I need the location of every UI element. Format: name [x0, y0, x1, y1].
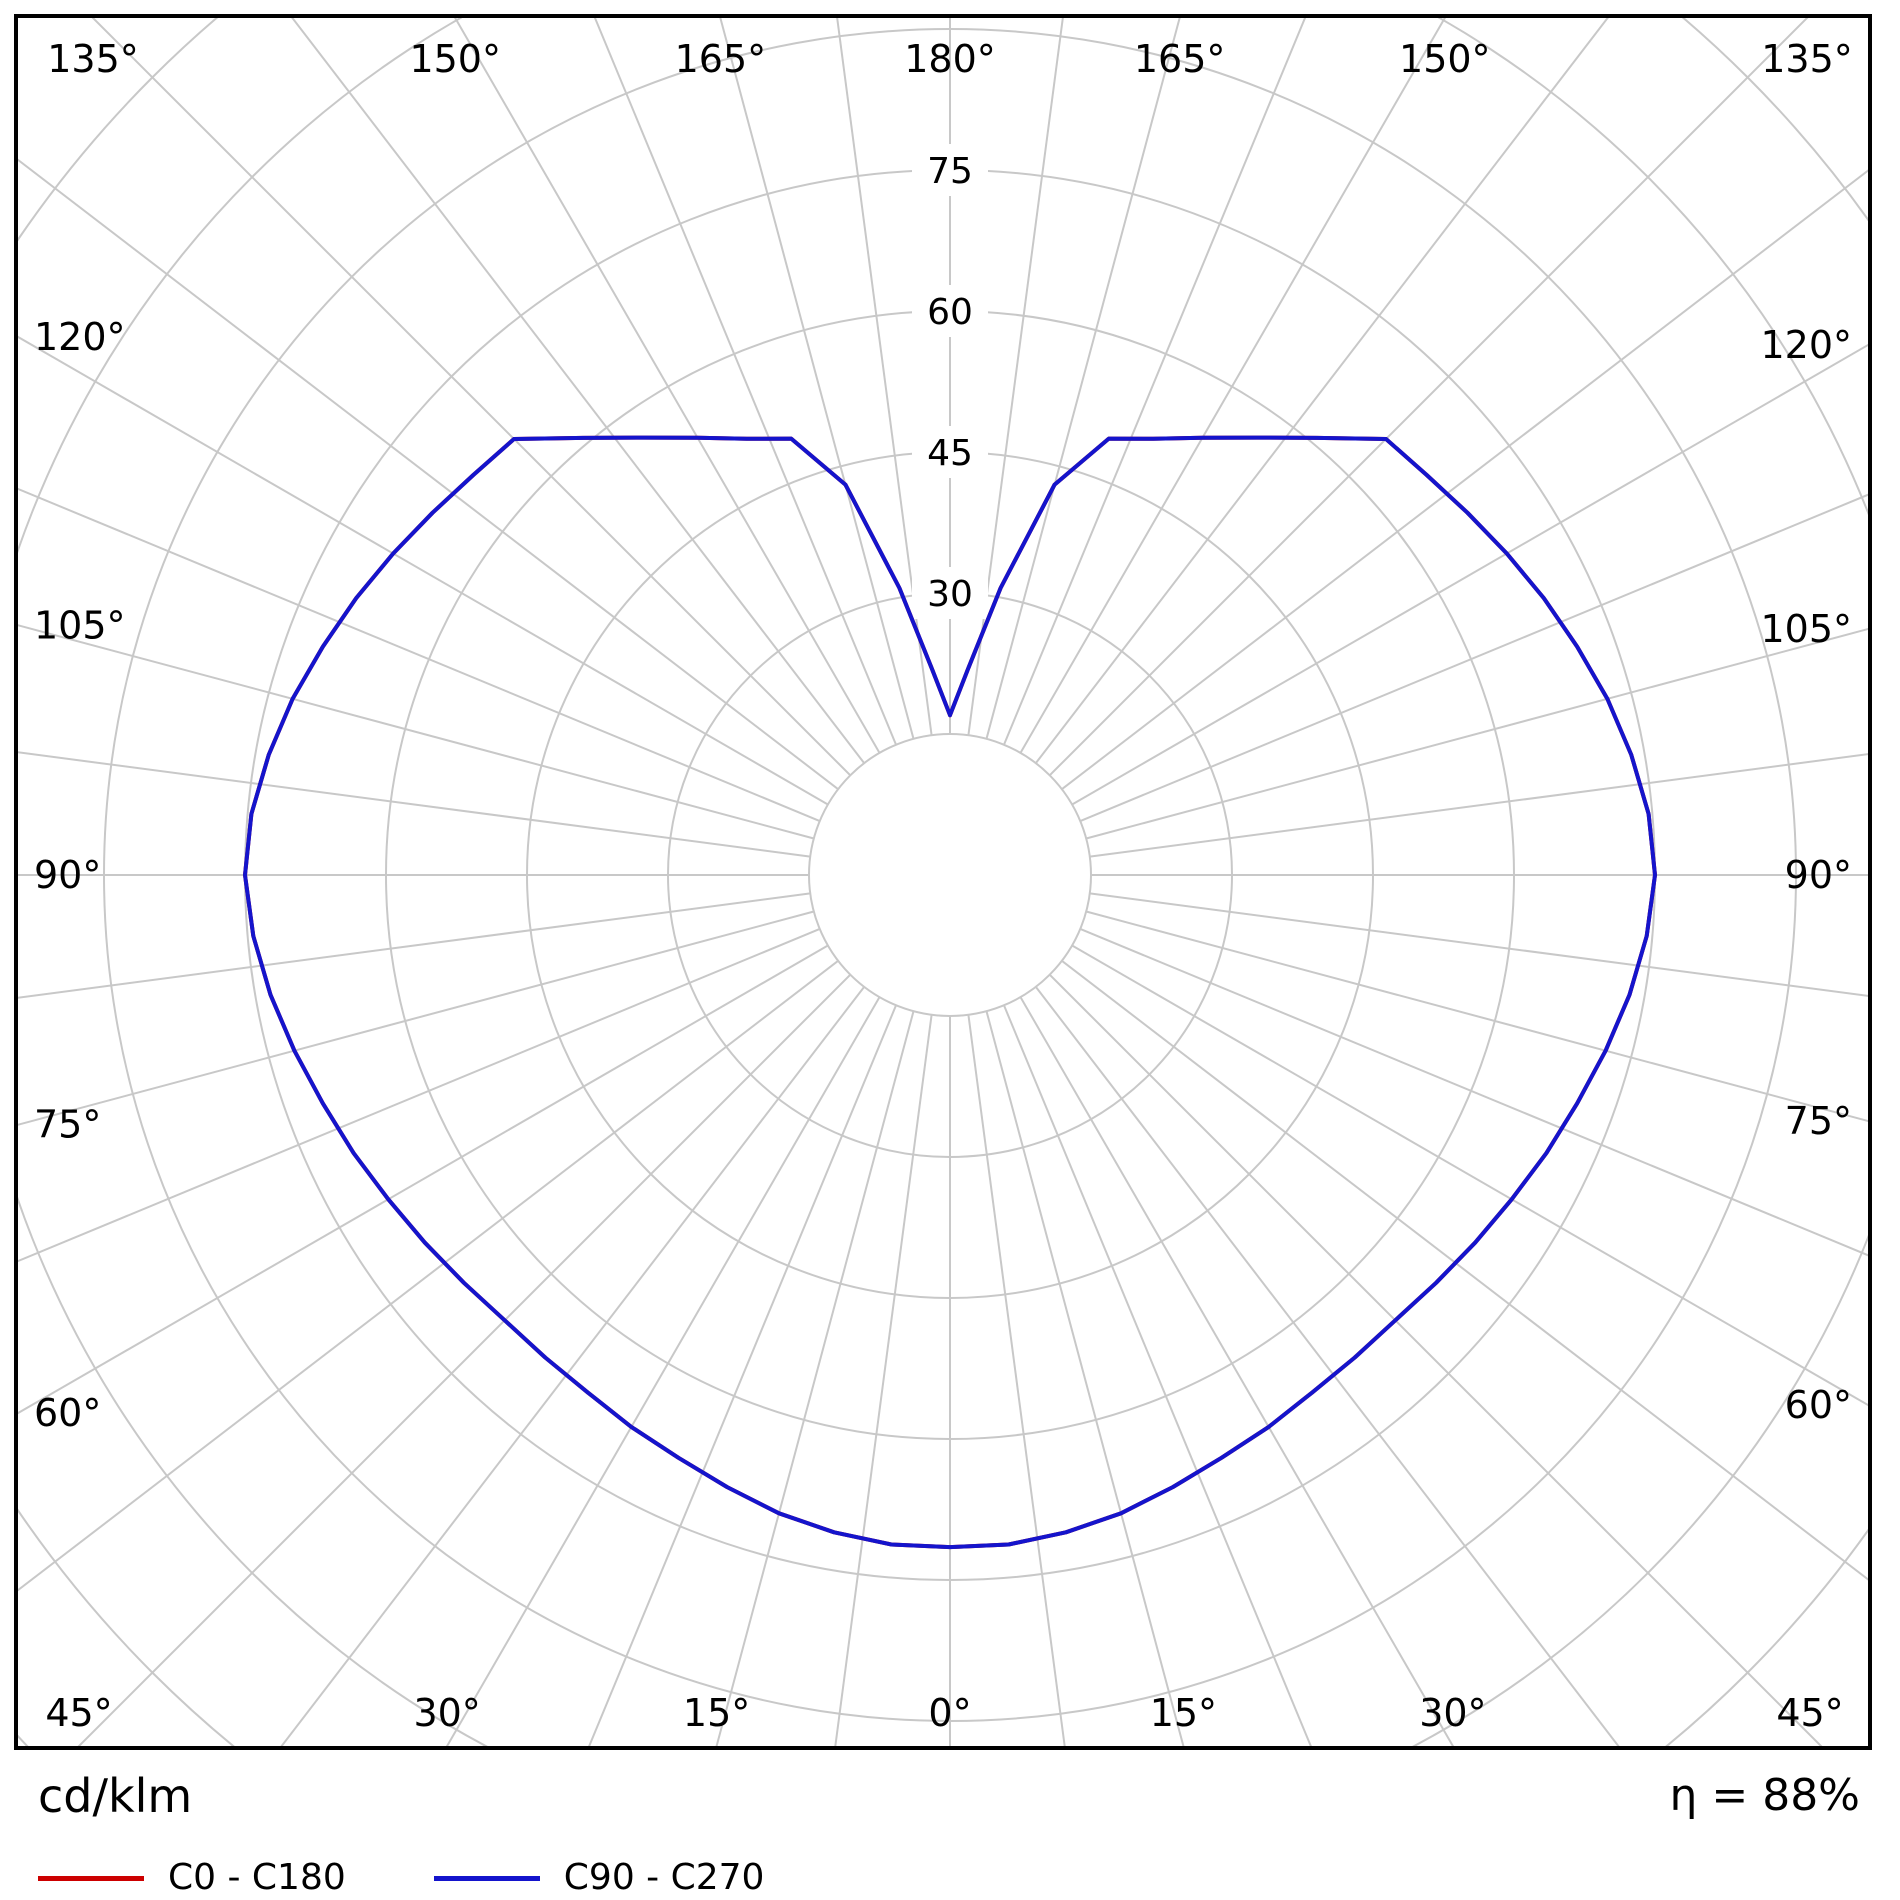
- svg-text:150°: 150°: [409, 37, 501, 81]
- svg-text:105°: 105°: [34, 603, 126, 647]
- polar-plot: 30 45 60 75 0° 15° 15° 30° 30° 45° 45° 60° 60° 75° 75°…: [18, 18, 1868, 1746]
- legend-item-c90-c270: C90 - C270: [433, 1857, 765, 1898]
- svg-text:90°: 90°: [1785, 853, 1852, 897]
- legend-label-c90-c270: C90 - C270: [563, 1857, 765, 1898]
- svg-text:135°: 135°: [47, 37, 139, 81]
- legend-item-c0-c180: C0 - C180: [38, 1858, 346, 1898]
- svg-text:120°: 120°: [34, 315, 126, 359]
- svg-text:120°: 120°: [1760, 323, 1852, 367]
- svg-text:75: 75: [927, 151, 973, 192]
- svg-text:60°: 60°: [34, 1391, 101, 1435]
- svg-text:45: 45: [927, 433, 973, 474]
- legend: C0 - C180 C90 - C270: [38, 1858, 764, 1898]
- svg-text:30°: 30°: [1419, 1691, 1486, 1735]
- svg-text:60: 60: [927, 292, 973, 333]
- svg-text:45°: 45°: [1776, 1691, 1843, 1735]
- svg-text:30: 30: [927, 574, 973, 615]
- svg-text:0°: 0°: [928, 1691, 971, 1735]
- svg-text:75°: 75°: [1785, 1099, 1852, 1143]
- legend-line-c90-c270: [433, 1875, 540, 1881]
- svg-text:180°: 180°: [904, 37, 996, 81]
- svg-text:165°: 165°: [675, 37, 767, 81]
- svg-text:15°: 15°: [1150, 1691, 1217, 1735]
- svg-text:105°: 105°: [1760, 607, 1852, 651]
- svg-text:165°: 165°: [1134, 37, 1226, 81]
- svg-text:45°: 45°: [45, 1691, 112, 1735]
- svg-text:30°: 30°: [413, 1691, 480, 1735]
- legend-line-c0-c180: [38, 1875, 144, 1881]
- legend-label-c0-c180: C0 - C180: [168, 1857, 346, 1898]
- unit-label: cd/klm: [38, 1769, 193, 1823]
- svg-text:15°: 15°: [683, 1691, 750, 1735]
- svg-text:90°: 90°: [34, 853, 101, 897]
- efficiency-value: η = 88%: [1669, 1770, 1860, 1821]
- svg-text:150°: 150°: [1399, 37, 1491, 81]
- svg-text:60°: 60°: [1785, 1383, 1852, 1427]
- svg-text:135°: 135°: [1761, 37, 1853, 81]
- polar-chart-frame: 30 45 60 75 0° 15° 15° 30° 30° 45° 45° 60° 60° 75° 75°…: [14, 14, 1872, 1750]
- svg-text:75°: 75°: [34, 1103, 101, 1147]
